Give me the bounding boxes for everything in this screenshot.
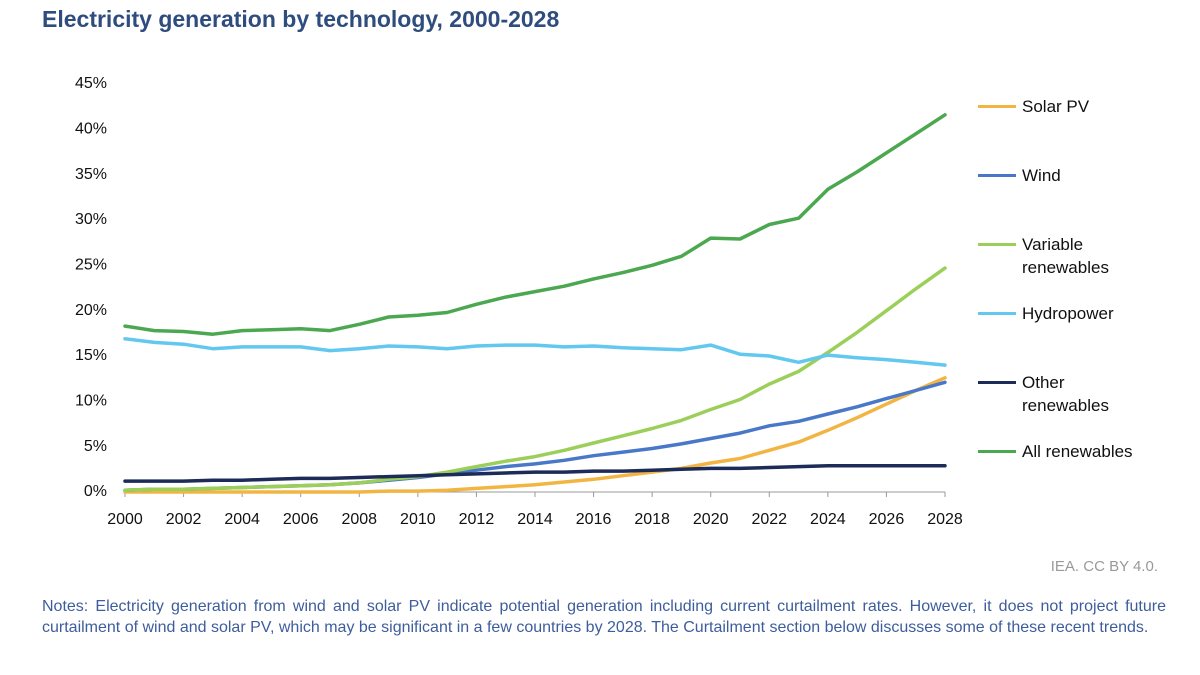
legend-item: Hydropower [978,302,1178,325]
notes: Notes: Electricity generation from wind … [42,598,1166,636]
y-tick-label: 20% [75,302,107,319]
legend-label: Variable renewables [1022,235,1109,277]
x-tick-label: 2000 [107,511,143,528]
legend-label: Hydropower [1022,304,1114,323]
y-tick-label: 15% [75,347,107,364]
x-tick-label: 2008 [341,511,377,528]
series-line [123,376,947,494]
legend-label: Solar PV [1022,97,1090,116]
legend-item: Wind [978,164,1178,187]
x-tick-label: 2012 [459,511,495,528]
series-line [123,337,947,367]
x-tick-label: 2024 [810,511,846,528]
y-tick-label: 45% [75,75,107,92]
legend-label: Other renewables [1022,373,1109,415]
legend-swatch [978,381,1016,384]
x-tick-label: 2026 [869,511,905,528]
legend-label: Wind [1022,166,1061,185]
legend-swatch [978,243,1016,246]
y-tick-label: 5% [84,438,107,455]
y-tick-label: 35% [75,166,107,183]
x-tick-label: 2014 [517,511,553,528]
y-tick-label: 40% [75,121,107,138]
y-tick-label: 10% [75,393,107,410]
chart-title: Electricity generation by technology, 20… [42,6,560,32]
x-tick-label: 2006 [283,511,319,528]
x-tick-label: 2016 [576,511,612,528]
y-tick-label: 0% [84,483,107,500]
x-tick-label: 2020 [693,511,729,528]
legend-swatch [978,450,1016,453]
legend-swatch [978,174,1016,177]
y-tick-label: 25% [75,257,107,274]
x-tick-label: 2004 [224,511,260,528]
x-tick-label: 2028 [927,511,963,528]
x-tick-label: 2002 [166,511,202,528]
legend-item: Solar PV [978,95,1178,118]
x-tick-label: 2010 [400,511,436,528]
legend-item: All renewables [978,440,1178,463]
series-line [123,463,947,483]
legend-item: Other renewables [978,371,1178,417]
legend-label: All renewables [1022,442,1133,461]
x-tick-label: 2018 [634,511,670,528]
y-tick-label: 30% [75,211,107,228]
series-line [123,380,947,492]
series-line [123,266,947,492]
x-tick-label: 2022 [751,511,787,528]
legend-swatch [978,312,1016,315]
legend-swatch [978,105,1016,108]
chart: 0% 5% 10% 15% 20% 25% 30% 35% 40% 45% 2000 2002 2004… [75,75,963,528]
series-line [123,113,947,336]
source: IEA. CC BY 4.0. [1050,558,1158,575]
legend-item: Variable renewables [978,233,1178,279]
